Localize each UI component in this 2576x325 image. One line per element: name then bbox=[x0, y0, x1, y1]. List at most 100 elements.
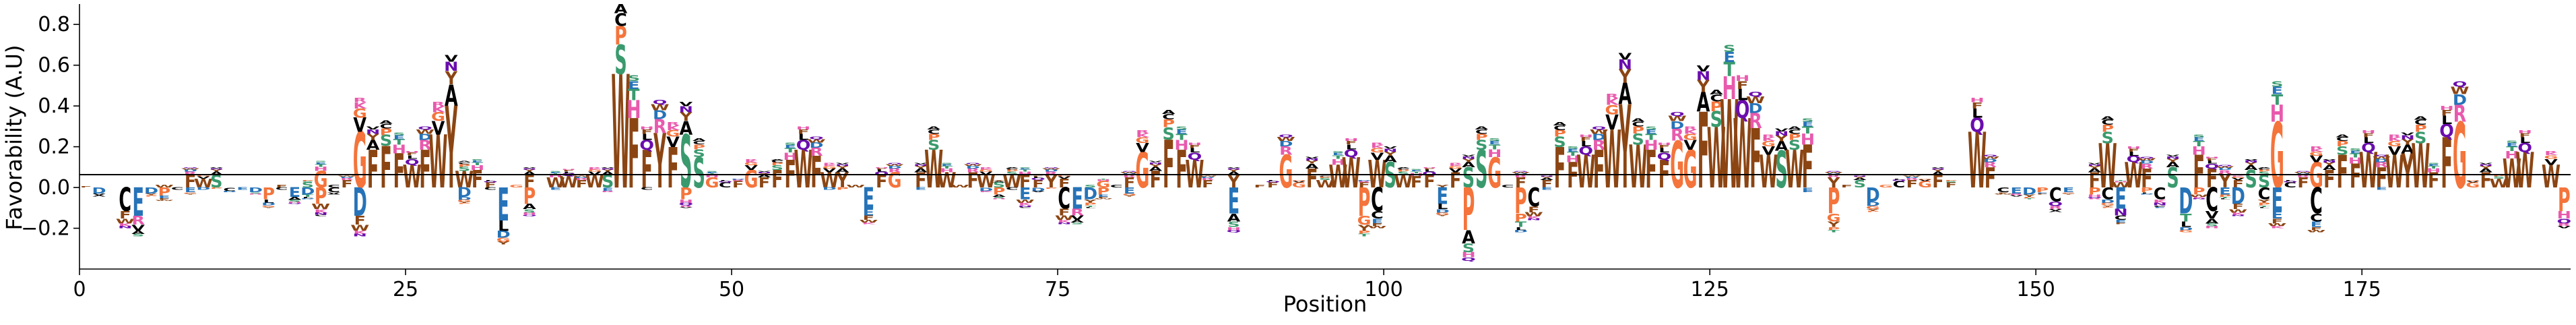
letter-pos-184-3: N bbox=[2478, 164, 2492, 167]
letter-neg-151-2: R bbox=[2049, 206, 2062, 210]
letter-neg-16-3: H bbox=[288, 202, 302, 204]
letter-pos-21-1: V bbox=[353, 115, 366, 137]
letter-pos-179-3: C bbox=[2414, 119, 2427, 127]
letter-pos-122-2: D bbox=[1670, 119, 1684, 131]
letter-neg-148-2: V bbox=[2009, 195, 2023, 197]
letter-pos-173-4: A bbox=[2336, 134, 2350, 138]
letter-pos-127-3: F bbox=[1737, 79, 1748, 92]
letter-pos-51-4: R bbox=[744, 158, 758, 160]
letter-pos-189-1: V bbox=[2544, 158, 2558, 167]
letter-pos-108-3: E bbox=[1489, 140, 1500, 146]
letter-pos-180-2: T bbox=[2428, 165, 2440, 169]
letter-pos-55-2: L bbox=[798, 132, 809, 142]
letter-neg-98-3: P bbox=[1358, 230, 1371, 235]
letter-pos-56-2: D bbox=[809, 142, 823, 150]
letter-pos-183-2: G bbox=[2466, 180, 2480, 181]
letter-pos-138-0: G bbox=[1879, 185, 1893, 189]
letter-pos-66-2: T bbox=[941, 165, 953, 169]
letter-neg-32-1: L bbox=[498, 218, 509, 235]
letter-neg-8-2: Y bbox=[183, 194, 197, 195]
letter-pos-56-0: F bbox=[810, 148, 822, 198]
y-ticks: −0.2 0.0 0.2 0.4 0.6 0.8 bbox=[21, 13, 79, 241]
letter-neg-76-1: R bbox=[1070, 207, 1084, 218]
letter-pos-173-2: P bbox=[2336, 140, 2349, 148]
letter-neg-19-1: V bbox=[327, 192, 341, 194]
letter-pos-186-3: E bbox=[2506, 142, 2517, 148]
x-tick-label: 75 bbox=[1045, 278, 1070, 301]
letter-pos-120-2: T bbox=[1645, 132, 1657, 142]
letter-neg-17-3: D bbox=[300, 198, 315, 200]
letter-pos-77-0: S bbox=[1084, 185, 1096, 189]
letter-pos-155-4: A bbox=[2101, 115, 2115, 121]
letter-pos-101-1: S bbox=[1397, 171, 1409, 176]
letter-pos-176-3: W bbox=[2372, 156, 2391, 159]
letter-pos-178-1: A bbox=[2401, 143, 2414, 156]
letter-neg-163-0: C bbox=[2205, 181, 2218, 219]
letter-neg-99-4: W bbox=[1367, 226, 1386, 229]
letter-neg-167-4: L bbox=[2259, 206, 2269, 208]
letter-pos-9-0: W bbox=[194, 177, 213, 191]
letter-pos-40-1: A bbox=[601, 171, 615, 176]
letter-pos-55-4: H bbox=[796, 126, 810, 131]
letter-pos-75-1: V bbox=[1058, 176, 1072, 179]
letter-pos-105-2: G bbox=[1448, 165, 1462, 169]
letter-pos-8-0: F bbox=[185, 172, 196, 192]
letter-pos-29-1: S bbox=[458, 166, 470, 173]
letter-pos-88-2: Y bbox=[1227, 169, 1241, 173]
letter-pos-178-4: V bbox=[2401, 132, 2415, 136]
letter-pos-130-2: Y bbox=[1774, 134, 1788, 144]
letter-neg-154-0: P bbox=[2088, 185, 2101, 197]
letter-neg-132-1: E bbox=[1802, 191, 1813, 193]
letter-neg-77-0: D bbox=[1083, 184, 1097, 203]
letter-pos-166-0: S bbox=[2245, 166, 2257, 194]
letter-pos-86-0: F bbox=[1202, 177, 1213, 189]
letter-neg-161-3: D bbox=[2179, 227, 2193, 231]
letter-pos-57-0: W bbox=[820, 169, 839, 193]
letter-pos-126-0: W bbox=[1720, 76, 1739, 217]
letter-pos-118-2: Y bbox=[1618, 66, 1632, 88]
letter-neg-106-3: H bbox=[1461, 251, 1475, 259]
letter-pos-167-1: S bbox=[2258, 171, 2270, 176]
letter-pos-134-0: Y bbox=[1827, 175, 1840, 191]
letter-neg-162-3: N bbox=[2192, 198, 2206, 200]
letter-pos-97-2: L bbox=[1346, 143, 1357, 151]
letter-pos-172-4: V bbox=[2323, 158, 2336, 160]
letter-pos-41-0: W bbox=[611, 42, 630, 225]
letter-pos-27-3: K bbox=[432, 105, 447, 115]
letter-pos-71-1: S bbox=[1006, 171, 1018, 176]
letter-neg-14-0: P bbox=[262, 184, 275, 203]
letter-neg-6-0: P bbox=[158, 186, 171, 199]
letter-pos-108-0: G bbox=[1487, 150, 1502, 198]
letter-neg-98-0: P bbox=[1358, 180, 1371, 225]
letter-pos-180-3: E bbox=[2428, 164, 2439, 167]
letter-pos-145-0: W bbox=[1968, 118, 1987, 206]
letter-pos-140-2: D bbox=[1905, 177, 1919, 179]
letter-pos-34-0: F bbox=[523, 172, 535, 192]
logo-column-169: CQL bbox=[2283, 180, 2298, 189]
letter-neg-18-0: P bbox=[315, 183, 327, 210]
letter-neg-71-0: C bbox=[1006, 187, 1019, 191]
letter-neg-137-2: G bbox=[1866, 206, 1880, 210]
letter-neg-190-4: V bbox=[2557, 226, 2571, 229]
letter-pos-78-1: H bbox=[1096, 179, 1110, 182]
letter-neg-58-0: P bbox=[836, 187, 849, 191]
letter-pos-116-0: F bbox=[1593, 140, 1605, 200]
letter-pos-163-4: H bbox=[2205, 156, 2219, 159]
letter-neg-17-2: L bbox=[302, 196, 314, 198]
letter-pos-145-4: H bbox=[1970, 96, 1984, 104]
letter-neg-156-1: N bbox=[2113, 207, 2127, 218]
letter-neg-34-3: H bbox=[522, 212, 536, 216]
letter-pos-128-2: D bbox=[1748, 101, 1762, 116]
letter-pos-64-2: Y bbox=[913, 165, 928, 169]
